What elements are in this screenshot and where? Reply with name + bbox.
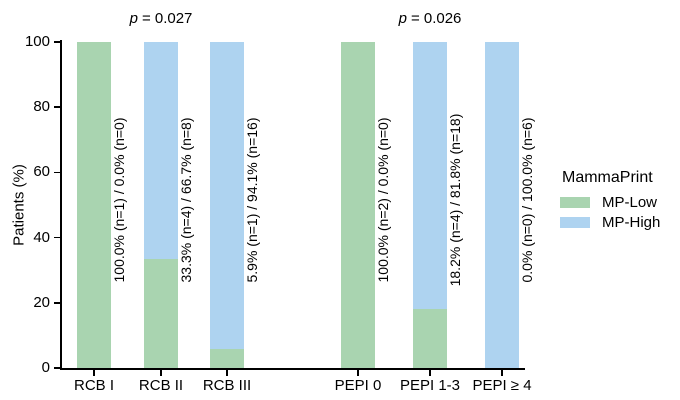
- bar-segment-mp-low: [341, 42, 375, 368]
- y-tick: [54, 236, 60, 239]
- p-value-annotation-rcb: p = 0.027: [130, 10, 193, 27]
- bar-value-label: 5.9% (n=1) / 94.1% (n=16): [244, 117, 260, 283]
- bar-segment-mp-low: [77, 42, 111, 368]
- y-tick-label: 0: [41, 359, 50, 376]
- y-tick-label: 100: [24, 33, 50, 50]
- legend-title: MammaPrint: [562, 169, 653, 186]
- y-tick: [54, 367, 60, 369]
- legend: MammaPrint MP-Low MP-High: [560, 169, 660, 232]
- x-tick: [357, 370, 359, 376]
- bar-segment-mp-high: [144, 42, 178, 260]
- x-axis-line: [60, 368, 525, 370]
- x-tick: [93, 370, 95, 376]
- bar-value-label: 33.3% (n=4) / 66.7% (n=8): [178, 117, 194, 283]
- x-axis-category-label: RCB III: [202, 377, 252, 394]
- bar-value-label: 100.0% (n=1) / 0.0% (n=0): [111, 117, 127, 283]
- x-axis-category-label: PEPI ≥ 4: [472, 377, 532, 394]
- y-tick: [54, 302, 60, 304]
- y-axis-line: [60, 40, 62, 370]
- y-tick-label: 60: [33, 163, 50, 181]
- p-value-variable: p: [129, 10, 138, 27]
- bar-segment-mp-high: [485, 42, 519, 368]
- y-tick: [54, 106, 60, 108]
- bar-segment-mp-high: [210, 42, 244, 349]
- y-tick-label: 80: [33, 98, 50, 116]
- bar-value-label: 0.0% (n=0) / 100.0% (n=6): [519, 117, 535, 283]
- x-tick: [501, 370, 503, 376]
- p-value-variable: p: [398, 10, 407, 27]
- y-tick: [54, 171, 60, 174]
- y-tick-label: 20: [33, 293, 50, 311]
- p-value-annotation-pepi: p = 0.026: [399, 10, 462, 27]
- bar-segment-mp-low: [210, 348, 244, 368]
- legend-item-mp-low: MP-Low: [560, 192, 660, 212]
- y-tick-label: 40: [33, 228, 50, 246]
- x-axis-category-label: RCB I: [73, 377, 115, 394]
- bar-segment-mp-low: [413, 308, 447, 368]
- y-axis-title: Patients (%): [10, 164, 28, 246]
- legend-label-mp-high: MP-High: [602, 213, 661, 231]
- legend-label-mp-low: MP-Low: [602, 193, 658, 211]
- bar-value-label: 100.0% (n=2) / 0.0% (n=0): [375, 117, 391, 283]
- legend-item-mp-high: MP-High: [560, 212, 660, 232]
- x-axis-category-label: RCB II: [138, 377, 184, 394]
- bar-segment-mp-high: [413, 42, 447, 309]
- x-tick: [226, 370, 228, 376]
- mp-low-swatch-icon: [560, 196, 590, 208]
- mp-high-swatch-icon: [560, 216, 590, 228]
- x-axis-category-label: PEPI 0: [334, 377, 382, 394]
- y-tick: [54, 41, 60, 43]
- p-value-text: = 0.026: [410, 10, 462, 27]
- bar-segment-mp-low: [144, 259, 178, 368]
- bar-value-label: 18.2% (n=4) / 81.8% (n=18): [447, 113, 463, 287]
- x-axis-category-label: PEPI 1-3: [399, 377, 461, 394]
- x-tick: [429, 370, 431, 376]
- p-value-text: = 0.027: [141, 10, 193, 27]
- x-tick: [160, 370, 162, 376]
